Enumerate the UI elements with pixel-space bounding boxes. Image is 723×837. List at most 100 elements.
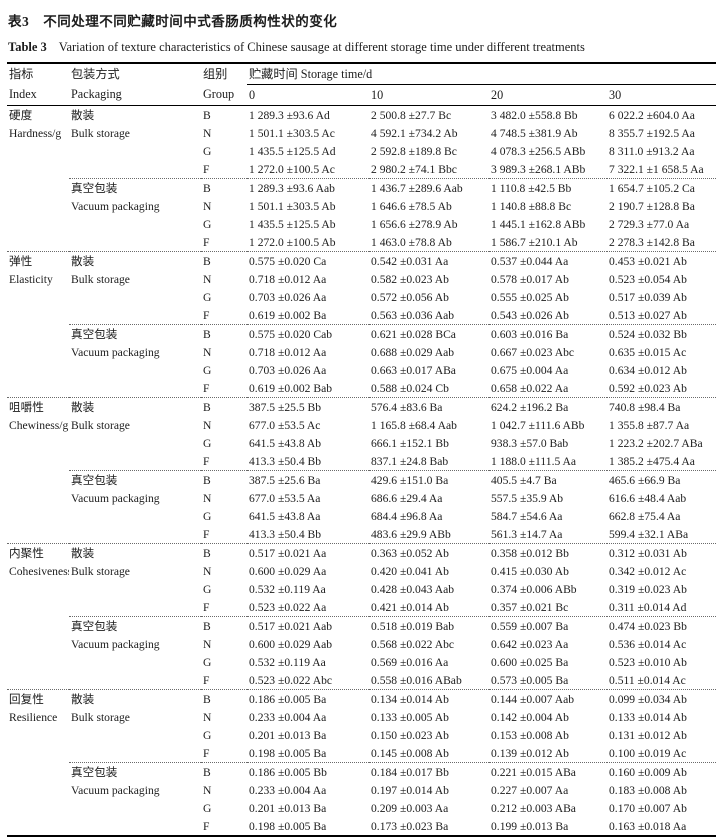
cell-time-20: 0.603 ±0.016 Ba bbox=[489, 324, 607, 343]
cell-index bbox=[7, 781, 69, 799]
cell-time-10: 0.568 ±0.022 Abc bbox=[371, 637, 455, 651]
cell-time-0: 0.575 ±0.020 Ca bbox=[247, 251, 369, 270]
cell-time-0: 413.3 ±50.4 Bb bbox=[249, 527, 322, 541]
cell-index: 回复性 bbox=[7, 689, 69, 708]
table-caption-zh-text: 不同处理不同贮藏时间中式香肠质构性状的变化 bbox=[43, 14, 338, 29]
cell-time-30: 662.8 ±75.4 Aa bbox=[609, 509, 681, 523]
cell-group: B bbox=[201, 251, 247, 270]
cell-time-20: 584.7 ±54.6 Aa bbox=[491, 509, 563, 523]
cell-time-30: 0.131 ±0.012 Ab bbox=[609, 728, 687, 742]
table-row: G 0.201 ±0.013 Ba 0.209 ±0.003 Aa 0.212 ±0.… bbox=[7, 799, 716, 817]
cell-time-10: 0.363 ±0.052 Ab bbox=[369, 543, 489, 562]
cell-time-20: 0.578 ±0.017 Ab bbox=[491, 272, 569, 286]
cell-time-0: 641.5 ±43.8 Aa bbox=[249, 509, 321, 523]
table-row: G 0.532 ±0.119 Aa 0.428 ±0.043 Aab 0.374 ±0… bbox=[7, 580, 716, 598]
cell-time-0: 1 289.3 ±93.6 Ad bbox=[249, 108, 330, 122]
table-body: 硬度 散装 B 1 289.3 ±93.6 Ad 2 500.8 ±27.7 Bc 3 4… bbox=[7, 106, 717, 837]
cell-time-10: 0.569 ±0.016 Aa bbox=[371, 655, 449, 669]
cell-group: F bbox=[203, 673, 210, 687]
cell-group: G bbox=[203, 728, 212, 742]
cell-time-0: 0.600 ±0.029 Aa bbox=[249, 564, 327, 578]
cell-group: F bbox=[203, 308, 210, 322]
cell-time-10: 666.1 ±152.1 Bb bbox=[371, 436, 449, 450]
cell-time-30: 0.099 ±0.034 Ab bbox=[607, 689, 717, 708]
cell-group: F bbox=[203, 819, 210, 833]
cell-group: F bbox=[203, 746, 210, 760]
cell-time-10: 1 656.6 ±278.9 Ab bbox=[371, 217, 458, 231]
cell-time-30: 616.6 ±48.4 Aab bbox=[609, 491, 687, 505]
cell-index bbox=[7, 671, 69, 690]
cell-time-10: 0.134 ±0.014 Ab bbox=[369, 689, 489, 708]
cell-time-0: 0.619 ±0.002 Bab bbox=[249, 381, 333, 395]
cell-packaging: 散装 bbox=[71, 108, 95, 122]
cell-time-0: 1 435.5 ±125.5 Ad bbox=[249, 144, 336, 158]
cell-time-30: 0.511 ±0.014 Ac bbox=[609, 673, 686, 687]
cell-packaging: Vacuum packaging bbox=[71, 199, 160, 213]
cell-index bbox=[7, 325, 69, 344]
cell-index: Chewiness/g bbox=[9, 418, 69, 432]
cell-time-0: 0.517 ±0.021 Aab bbox=[247, 616, 369, 635]
cell-packaging: 散装 bbox=[69, 251, 201, 270]
cell-time-30: 1 223.2 ±202.7 ABa bbox=[609, 436, 703, 450]
table-row: G 0.703 ±0.026 Aa 0.572 ±0.056 Ab 0.555 ±0.… bbox=[7, 288, 716, 306]
cell-time-10: 0.173 ±0.023 Ba bbox=[371, 819, 449, 833]
cell-index: Cohesiveness bbox=[9, 564, 69, 578]
cell-packaging: Bulk storage bbox=[71, 126, 130, 140]
cell-time-0: 0.703 ±0.026 Aa bbox=[249, 363, 327, 377]
table-row: Elasticity Bulk storage N 0.718 ±0.012 Aa 0.… bbox=[7, 270, 716, 288]
cell-time-0: 387.5 ±25.5 Bb bbox=[247, 397, 369, 416]
cell-time-10: 0.150 ±0.023 Ab bbox=[371, 728, 449, 742]
cell-time-30: 0.163 ±0.018 Aa bbox=[609, 819, 687, 833]
table-row: 真空包装 B 0.575 ±0.020 Cab 0.621 ±0.028 BCa 0.6… bbox=[7, 324, 717, 344]
cell-time-30: 0.312 ±0.031 Ab bbox=[607, 543, 717, 562]
cell-time-10: 0.582 ±0.023 Ab bbox=[371, 272, 449, 286]
cell-time-0: 0.186 ±0.005 Bb bbox=[247, 762, 369, 781]
cell-index bbox=[7, 799, 69, 817]
header-packaging-zh: 包装方式 bbox=[71, 66, 120, 81]
cell-time-20: 0.667 ±0.023 Abc bbox=[491, 345, 575, 359]
cell-index bbox=[7, 452, 69, 471]
cell-time-30: 8 355.7 ±192.5 Aa bbox=[609, 126, 695, 140]
cell-time-10: 0.518 ±0.019 Bab bbox=[369, 616, 489, 635]
cell-index bbox=[7, 197, 69, 215]
cell-index bbox=[7, 763, 69, 782]
cell-packaging bbox=[69, 598, 201, 617]
cell-time-20: 3 989.3 ±268.1 ABb bbox=[491, 162, 586, 176]
cell-index: 弹性 bbox=[7, 251, 69, 270]
cell-packaging bbox=[69, 306, 201, 325]
cell-packaging bbox=[69, 744, 201, 763]
table-row: Chewiness/g Bulk storage N 677.0 ±53.5 Ac 1 … bbox=[7, 416, 716, 434]
cell-time-0: 387.5 ±25.6 Ba bbox=[247, 470, 369, 489]
cell-index bbox=[7, 379, 69, 398]
cell-time-20: 0.555 ±0.025 Ab bbox=[491, 290, 569, 304]
cell-time-30: 1 654.7 ±105.2 Ca bbox=[607, 178, 717, 197]
cell-packaging bbox=[69, 288, 201, 306]
cell-group: B bbox=[203, 108, 211, 122]
cell-time-0: 1 501.1 ±303.5 Ab bbox=[249, 199, 336, 213]
cell-time-30: 0.523 ±0.010 Ab bbox=[609, 655, 687, 669]
table-header: 指标 包装方式 组别 贮藏时间 Storage time/d Index Pac… bbox=[7, 63, 717, 106]
cell-packaging: 散装 bbox=[69, 397, 201, 416]
cell-index bbox=[7, 233, 69, 252]
cell-time-10: 0.145 ±0.008 Ab bbox=[371, 746, 449, 760]
cell-time-20: 0.675 ±0.004 Aa bbox=[491, 363, 569, 377]
cell-index bbox=[7, 525, 69, 544]
cell-index bbox=[7, 215, 69, 233]
cell-time-20: 0.658 ±0.022 Aa bbox=[491, 381, 569, 395]
table-row: G 0.532 ±0.119 Aa 0.569 ±0.016 Aa 0.600 ±0.… bbox=[7, 653, 716, 671]
header-group-zh: 组别 bbox=[203, 66, 228, 81]
cell-index bbox=[7, 489, 69, 507]
cell-group: B bbox=[201, 616, 247, 635]
cell-time-0: 0.532 ±0.119 Aa bbox=[249, 582, 326, 596]
cell-time-20: 0.374 ±0.006 ABb bbox=[491, 582, 577, 596]
cell-packaging bbox=[69, 160, 201, 179]
table-row: Vacuum packaging N 0.233 ±0.004 Aa 0.197 ±0… bbox=[7, 781, 716, 799]
table-row: G 641.5 ±43.8 Aa 684.4 ±96.8 Aa 584.7 ±54.6… bbox=[7, 507, 716, 525]
cell-index: Elasticity bbox=[9, 272, 53, 286]
cell-group: B bbox=[201, 470, 247, 489]
cell-group: F bbox=[203, 235, 210, 249]
cell-time-20: 0.144 ±0.007 Aab bbox=[489, 689, 607, 708]
cell-group: G bbox=[203, 290, 212, 304]
cell-index bbox=[7, 653, 69, 671]
cell-time-10: 0.688 ±0.029 Aab bbox=[371, 345, 455, 359]
